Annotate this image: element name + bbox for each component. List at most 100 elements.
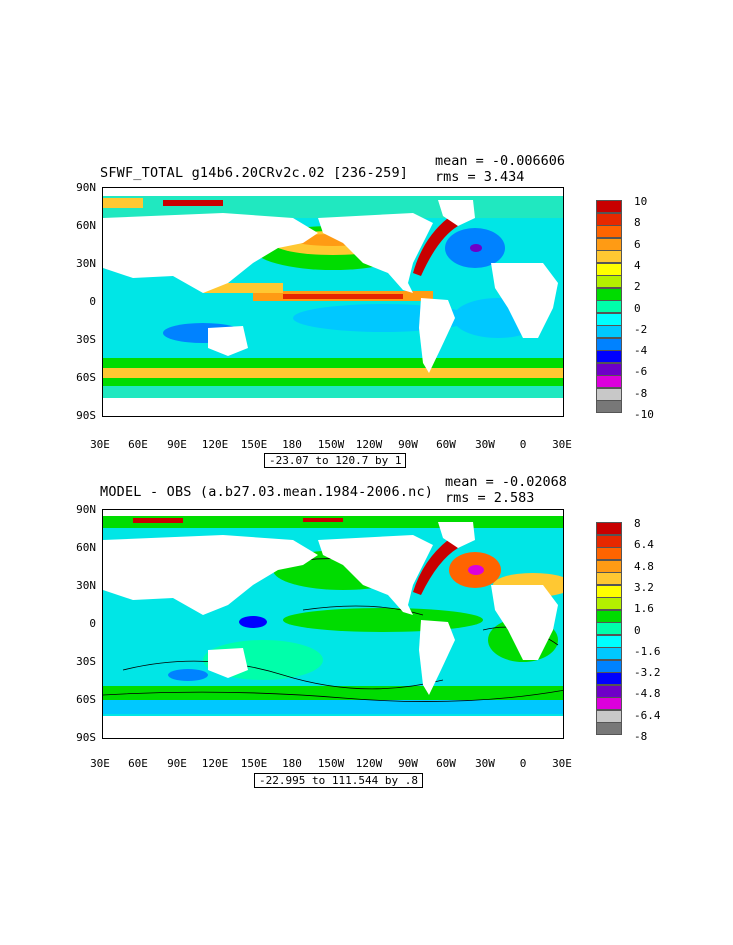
legend-swatch: [596, 659, 622, 673]
legend-swatch: [596, 212, 622, 226]
lon-label: 150E: [240, 438, 268, 451]
lat-label: 90S: [76, 409, 96, 422]
legend-label: -10: [634, 408, 654, 421]
lon-label: 60E: [128, 757, 148, 770]
contour-info: -23.07 to 120.7 by 1: [264, 453, 407, 468]
rms-label: rms = 2.583: [445, 490, 535, 506]
legend-label: -6: [634, 365, 648, 379]
lon-label: 90W: [398, 438, 418, 451]
legend-swatch: [596, 722, 622, 736]
legend-label: 6: [634, 237, 641, 251]
legend-swatch: [596, 300, 622, 314]
legend-label: -4.8: [634, 687, 661, 701]
legend-swatch: [596, 534, 622, 548]
legend-swatch: [596, 250, 622, 264]
legend-label: -8: [634, 386, 648, 400]
legend-swatch: [596, 400, 622, 414]
legend-label: 1.6: [634, 602, 654, 616]
legend-label: -3.2: [634, 666, 661, 680]
rms-label: rms = 3.434: [435, 169, 525, 185]
legend-swatch: [596, 697, 622, 711]
legend-swatch: [596, 597, 622, 611]
legend-label: -4: [634, 344, 648, 358]
legend-swatch: [596, 350, 622, 364]
lon-label: 90E: [167, 438, 187, 451]
top-panel: SFWF_TOTAL g14b6.20CRv2c.02 [236-259] me…: [0, 150, 733, 470]
bottom-panel: MODEL - OBS (a.b27.03.mean.1984-2006.nc)…: [0, 472, 733, 792]
lon-label: 0: [519, 757, 527, 770]
lat-label: 60N: [76, 541, 96, 554]
lon-label: 30W: [475, 757, 495, 770]
lon-label: 120W: [355, 757, 383, 770]
lon-label: 60E: [128, 438, 148, 451]
legend-label: 8: [634, 517, 641, 530]
legend-label: 4: [634, 258, 641, 272]
legend-swatch: [596, 325, 622, 339]
legend-swatch: [596, 237, 622, 251]
legend-swatch: [596, 262, 622, 276]
ocean-field: [103, 510, 563, 738]
legend-swatch: [596, 572, 622, 586]
legend-swatch: [596, 200, 622, 214]
mean-label: mean = -0.02068: [445, 474, 567, 490]
legend-swatch: [596, 375, 622, 389]
legend-label: 3.2: [634, 580, 654, 594]
legend-label: -8: [634, 730, 648, 743]
contour-info: -22.995 to 111.544 by .8: [254, 773, 423, 788]
legend-label: 0: [634, 301, 641, 315]
lat-label: 60S: [76, 693, 96, 706]
legend-swatch: [596, 362, 622, 376]
legend-swatch: [596, 634, 622, 648]
legend-swatch: [596, 622, 622, 636]
lon-label: 60W: [436, 438, 456, 451]
panel-title: SFWF_TOTAL g14b6.20CRv2c.02 [236-259]: [100, 165, 409, 181]
lon-label: 180: [282, 757, 302, 770]
lat-label: 30N: [76, 579, 96, 592]
lon-label: 60W: [436, 757, 456, 770]
lon-label: 120W: [355, 438, 383, 451]
lon-label: 150W: [317, 757, 345, 770]
lat-label: 90S: [76, 731, 96, 744]
lat-label: 60S: [76, 371, 96, 384]
legend-label: 10: [634, 195, 648, 208]
lat-label: 60N: [76, 219, 96, 232]
panel-title: MODEL - OBS (a.b27.03.mean.1984-2006.nc): [100, 484, 434, 500]
lon-label: 150W: [317, 438, 345, 451]
legend-label: 8: [634, 216, 641, 230]
legend-swatch: [596, 522, 622, 536]
lon-label: 120E: [201, 438, 229, 451]
legend-swatch: [596, 647, 622, 661]
mean-label: mean = -0.006606: [435, 153, 566, 169]
legend-label: 2: [634, 280, 641, 294]
color-legend: [596, 200, 622, 414]
legend-swatch: [596, 709, 622, 723]
legend-swatch: [596, 559, 622, 573]
legend-label: -1.6: [634, 644, 661, 658]
legend-swatch: [596, 387, 622, 401]
lon-label: 30E: [90, 438, 110, 451]
lat-label: 30S: [76, 655, 96, 668]
legend-label: 6.4: [634, 538, 654, 552]
lat-label: 0: [89, 295, 96, 308]
legend-label: -6.4: [634, 708, 661, 722]
map-plot: [102, 509, 564, 739]
lon-label: 30E: [90, 757, 110, 770]
map-plot: [102, 187, 564, 417]
ocean-field: [103, 188, 563, 416]
lat-label: 90N: [76, 181, 96, 194]
lon-label: 180: [282, 438, 302, 451]
lon-label: 90W: [398, 757, 418, 770]
lon-label: 30E: [552, 757, 572, 770]
lat-label: 0: [89, 617, 96, 630]
legend-swatch: [596, 609, 622, 623]
legend-swatch: [596, 312, 622, 326]
lat-label: 90N: [76, 503, 96, 516]
lon-label: 0: [519, 438, 527, 451]
lat-label: 30S: [76, 333, 96, 346]
lon-label: 90E: [167, 757, 187, 770]
legend-label: 0: [634, 623, 641, 637]
lon-label: 30W: [475, 438, 495, 451]
legend-swatch: [596, 287, 622, 301]
lat-label: 30N: [76, 257, 96, 270]
legend-swatch: [596, 547, 622, 561]
